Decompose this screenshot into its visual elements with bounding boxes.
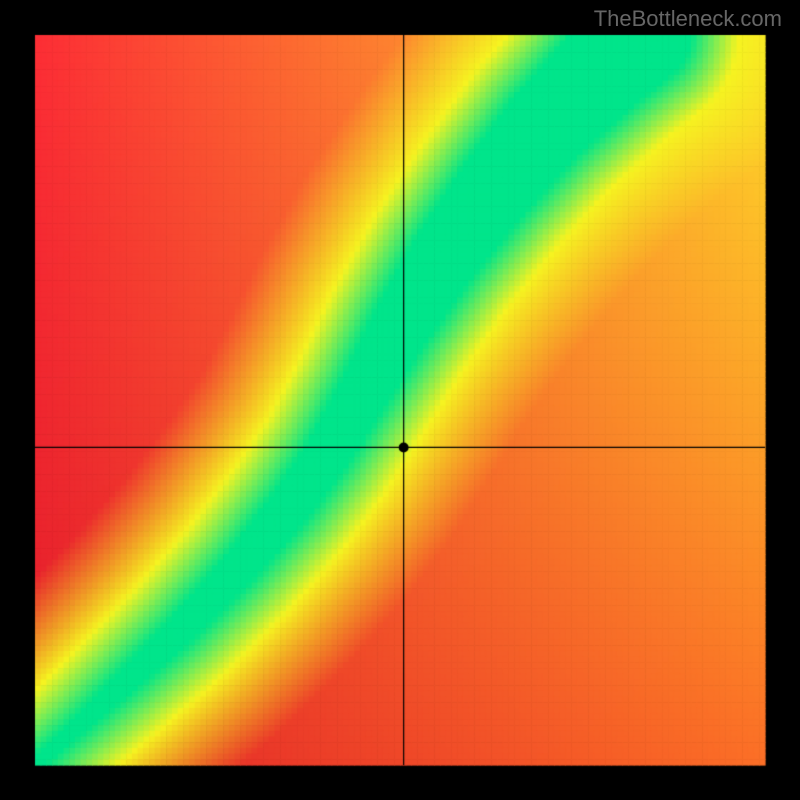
chart-container: TheBottleneck.com [0, 0, 800, 800]
heatmap-canvas [0, 0, 800, 800]
watermark-text: TheBottleneck.com [594, 6, 782, 32]
